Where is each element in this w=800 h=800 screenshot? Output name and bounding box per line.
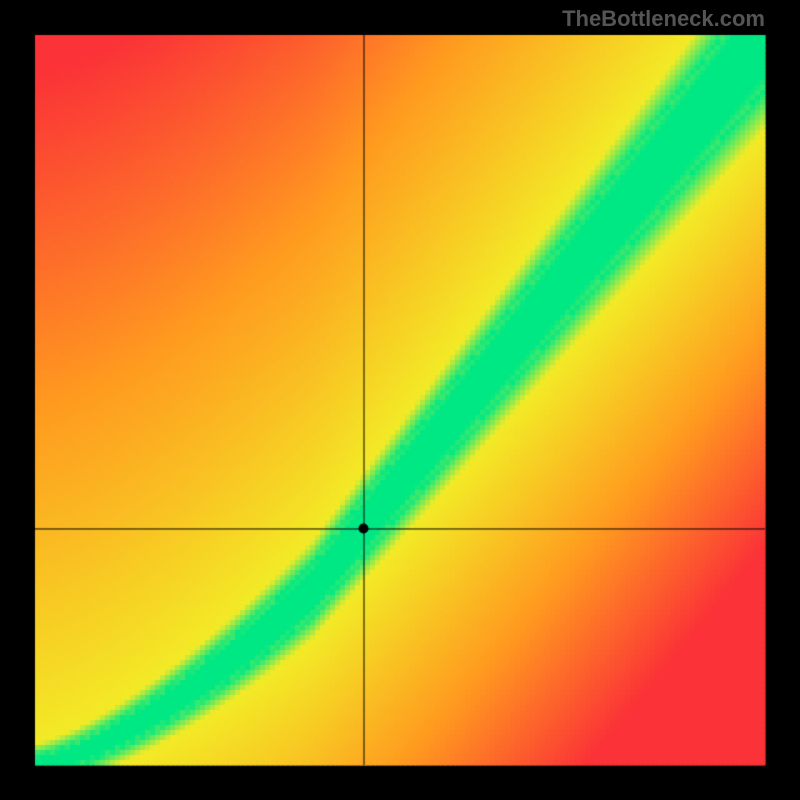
bottleneck-heatmap: [0, 0, 800, 800]
watermark-text: TheBottleneck.com: [562, 6, 765, 32]
chart-container: TheBottleneck.com: [0, 0, 800, 800]
